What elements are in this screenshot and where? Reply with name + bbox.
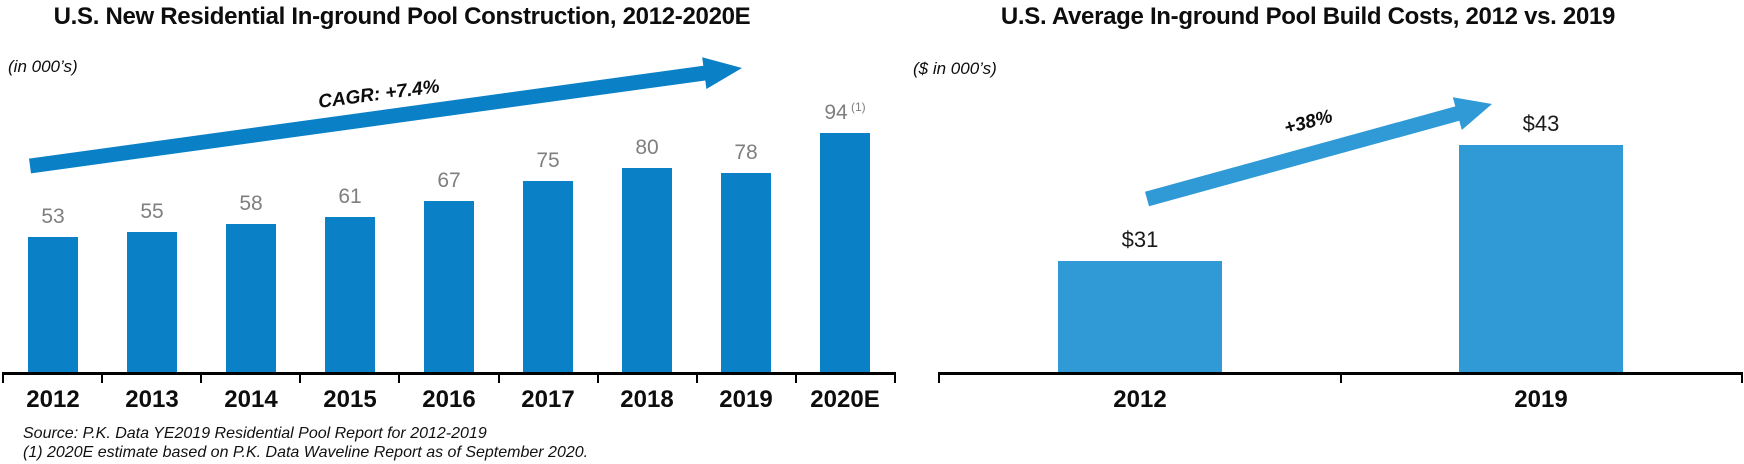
x-axis-tick [497,374,500,383]
bar-value-label: 58 [239,192,263,215]
x-category-label: 2019 [719,386,773,413]
x-category-label: 2014 [224,386,278,413]
bar-value-label: $43 [1522,111,1560,136]
x-category-label: 2019 [1514,386,1568,413]
right-chart-units-label: ($ in 000’s) [913,59,997,78]
left-chart-title: U.S. New Residential In-ground Pool Cons… [53,3,751,30]
bar-2016 [424,201,474,372]
bar-2014 [226,224,276,372]
x-category-label: 2017 [521,386,575,413]
x-axis-line [2,372,896,375]
bar-value-label: $31 [1121,227,1159,252]
bar-2019 [1459,145,1623,372]
right-chart-title: U.S. Average In-ground Pool Build Costs,… [1000,3,1616,30]
x-category-label: 2012 [1113,386,1167,413]
footnote-source: Source: P.K. Data YE2019 Residential Poo… [23,425,487,442]
footnotes: Source: P.K. Data YE2019 Residential Poo… [23,424,588,462]
bar-2013 [127,232,177,372]
x-axis-tick [794,374,797,383]
x-axis-tick [2,374,4,383]
bar-2012 [1058,261,1222,372]
x-category-label: 2013 [125,386,179,413]
bar-value-label: 78 [734,141,758,164]
bar-value-label: 67 [437,169,461,192]
bar-value-label: 61 [338,185,362,208]
x-axis-tick [1339,374,1342,383]
bar-value-label: 94 (1) [824,100,866,124]
footnote-marker: (1) [847,100,866,114]
x-axis-tick [695,374,698,383]
bar-2015 [325,217,375,372]
bar-2019 [721,173,771,372]
bar-value-label: 75 [536,149,560,172]
x-axis-tick [596,374,599,383]
x-axis-tick [1741,374,1743,383]
bar-value-label: 53 [41,205,65,228]
x-axis-tick [101,374,104,383]
x-axis-line [938,372,1743,375]
x-category-label: 2016 [422,386,476,413]
bar-2020E [820,133,870,372]
footnote-estimate: (1) 2020E estimate based on P.K. Data Wa… [23,444,589,461]
x-category-label: 2012 [26,386,80,413]
x-axis-tick [200,374,203,383]
x-category-label: 2018 [620,386,674,413]
bar-2012 [28,237,78,372]
bar-2017 [523,181,573,372]
bar-value-label: 55 [140,200,164,223]
bar-2018 [622,168,672,372]
x-category-label: 2020E [810,386,880,413]
left-chart-units-label: (in 000’s) [8,57,78,76]
x-axis-tick [299,374,302,383]
x-axis-tick [398,374,401,383]
bar-value-label: 80 [635,136,659,159]
x-axis-tick [938,374,940,383]
cost-increase-arrow-icon [1145,97,1492,207]
x-category-label: 2015 [323,386,377,413]
x-axis-tick [894,374,896,383]
cagr-trend-arrow-icon [29,57,742,174]
